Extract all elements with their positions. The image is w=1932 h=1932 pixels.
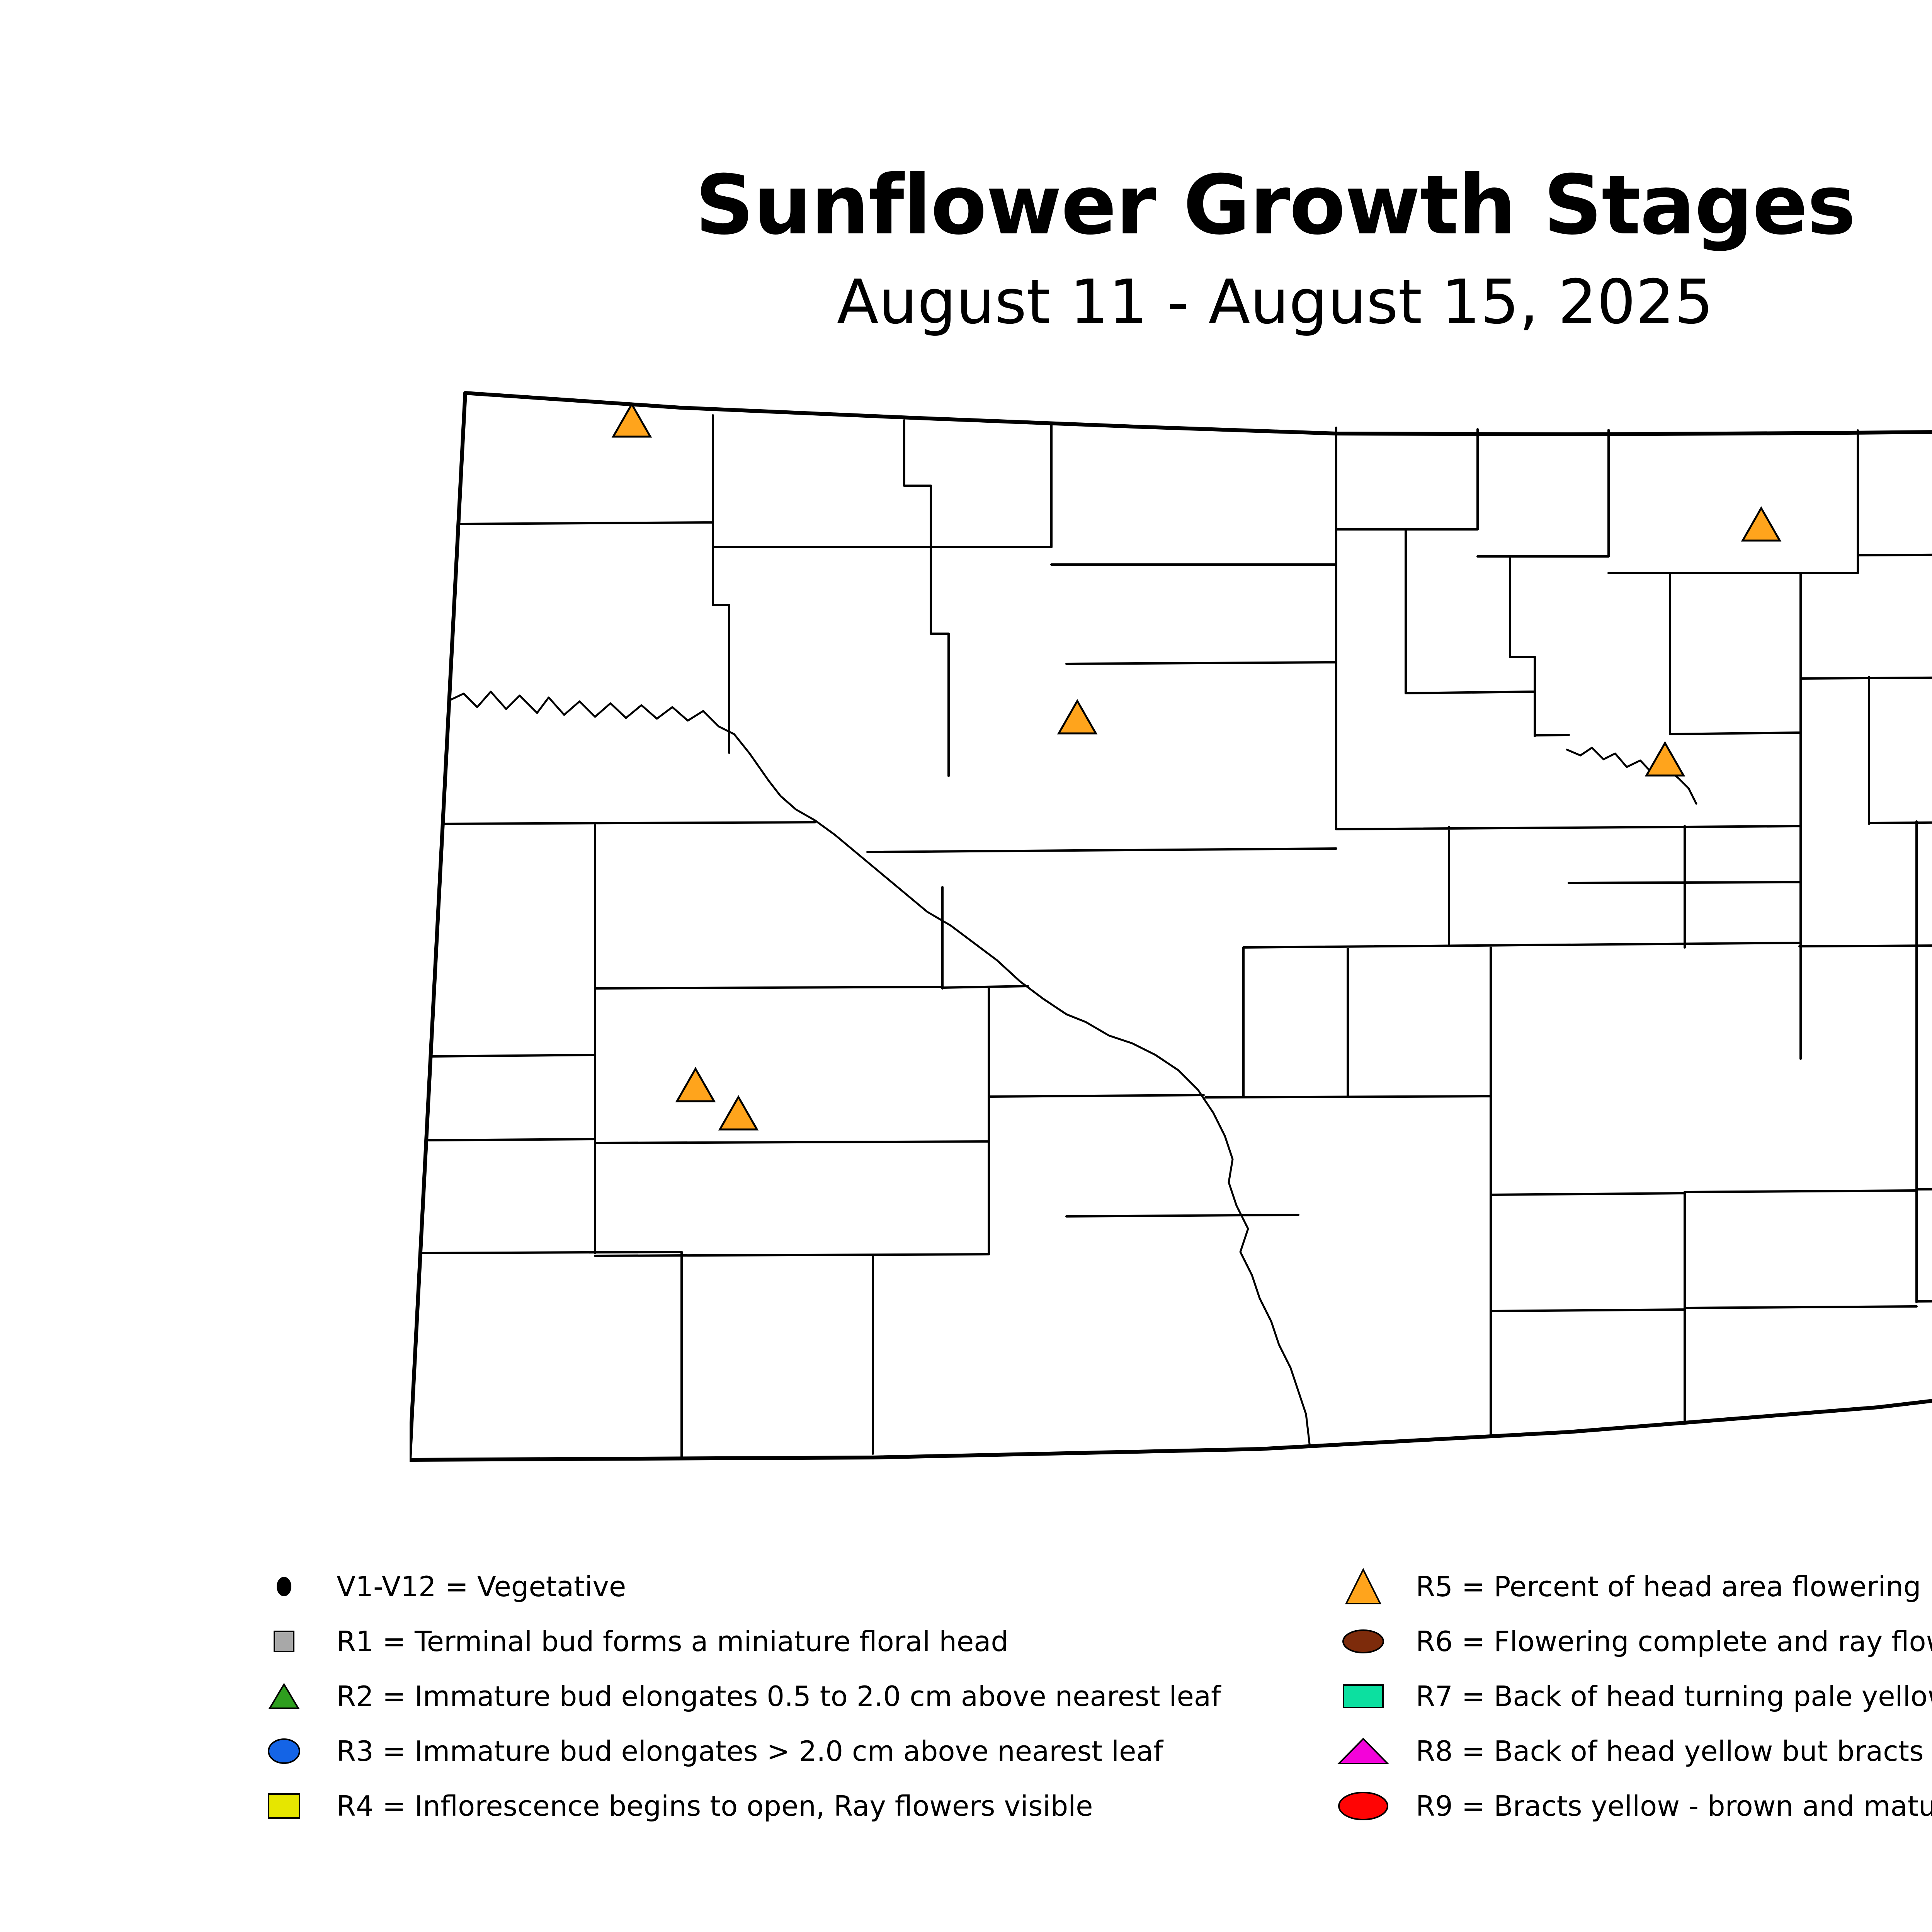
legend-item-r5: R5 = Percent of head area flowering (Ex:…: [1332, 1559, 1932, 1614]
rect-marker-icon: [1343, 1684, 1384, 1708]
north-dakota-county-map: [410, 386, 1932, 1468]
legend-symbol-svg: [268, 1738, 300, 1764]
legend-item-v1-v12: V1-V12 = Vegetative: [253, 1559, 1221, 1614]
legend-item-r9: R9 = Bracts yellow - brown and mature: [1332, 1779, 1932, 1833]
legend-symbol-r3: [253, 1728, 315, 1774]
rect-marker-icon: [268, 1793, 300, 1819]
legend-label-v1-v12: V1-V12 = Vegetative: [337, 1570, 626, 1603]
legend-item-r8: R8 = Back of head yellow but bracts gree…: [1332, 1724, 1932, 1779]
legend-symbol-svg: [1342, 1629, 1384, 1653]
legend-symbol-r4: [253, 1783, 315, 1829]
ellipse-marker-icon: [1342, 1629, 1384, 1653]
map-svg: [410, 391, 1932, 1462]
ellipse-marker-icon: [1338, 1792, 1388, 1820]
legend-symbol-svg: [1338, 1792, 1388, 1820]
r5-map-marker: [611, 402, 652, 438]
legend-label-r7: R7 = Back of head turning pale yellow: [1416, 1680, 1932, 1713]
r5-map-marker: [675, 1066, 716, 1102]
legend-item-r7: R7 = Back of head turning pale yellow: [1332, 1669, 1932, 1724]
legend-label-r8: R8 = Back of head yellow but bracts gree…: [1416, 1735, 1932, 1767]
legend-symbol-r7: [1332, 1673, 1394, 1719]
legend-label-r6: R6 = Flowering complete and ray flowers …: [1416, 1625, 1932, 1658]
legend-label-r9: R9 = Bracts yellow - brown and mature: [1416, 1790, 1932, 1822]
missouri-river-line: [448, 690, 1311, 1448]
map-markers: [611, 402, 1782, 1131]
legend-label-r3: R3 = Immature bud elongates > 2.0 cm abo…: [337, 1735, 1163, 1767]
r5-map-marker: [1741, 506, 1782, 542]
legend-symbol-svg: [268, 1683, 300, 1709]
devils-lake-line: [1566, 747, 1697, 805]
legend-column-left: V1-V12 = Vegetative R1 = Terminal bud for…: [253, 1559, 1221, 1833]
page-title: Sunflower Growth Stages: [695, 157, 1856, 253]
triangle-marker-icon: [1345, 1568, 1382, 1604]
legend-label-r5: R5 = Percent of head area flowering (Ex:…: [1416, 1570, 1932, 1603]
legend-symbol-svg: [268, 1793, 300, 1819]
legend-item-r2: R2 = Immature bud elongates 0.5 to 2.0 c…: [253, 1669, 1221, 1724]
legend-label-r4: R4 = Inflorescence begins to open, Ray f…: [337, 1790, 1093, 1822]
ellipse-marker-icon: [268, 1738, 300, 1764]
legend-symbol-r8: [1332, 1728, 1394, 1774]
legend-symbol-r2: [253, 1673, 315, 1719]
page-subtitle: August 11 - August 15, 2025: [837, 267, 1714, 338]
triangle-marker-icon: [1337, 1738, 1389, 1764]
legend-symbol-svg: [1343, 1684, 1384, 1708]
ellipse-marker-icon: [277, 1577, 291, 1596]
legend-item-r6: R6 = Flowering complete and ray flowers …: [1332, 1614, 1932, 1669]
legend-symbol-svg: [274, 1631, 294, 1652]
legend-symbol-v1-v12: [253, 1563, 315, 1610]
legend-symbol-r9: [1332, 1783, 1394, 1829]
triangle-marker-icon: [268, 1683, 300, 1709]
legend-symbol-svg: [1337, 1738, 1389, 1764]
legend-symbol-svg: [1345, 1568, 1382, 1604]
legend-column-right: R5 = Percent of head area flowering (Ex:…: [1332, 1559, 1932, 1833]
state-outline: [410, 391, 1932, 1462]
r5-map-marker: [1057, 699, 1098, 735]
r5-map-marker: [1645, 741, 1685, 777]
legend-symbol-r1: [253, 1618, 315, 1665]
legend-label-r1: R1 = Terminal bud forms a miniature flor…: [337, 1625, 1009, 1658]
legend-item-r4: R4 = Inflorescence begins to open, Ray f…: [253, 1779, 1221, 1833]
r5-map-marker: [718, 1095, 759, 1131]
legend-symbol-svg: [277, 1577, 291, 1596]
rect-marker-icon: [274, 1631, 294, 1652]
legend-label-r2: R2 = Immature bud elongates 0.5 to 2.0 c…: [337, 1680, 1221, 1713]
legend-item-r3: R3 = Immature bud elongates > 2.0 cm abo…: [253, 1724, 1221, 1779]
legend-symbol-r6: [1332, 1618, 1394, 1665]
county-borders: [419, 414, 1932, 1458]
legend-symbol-r5: [1332, 1563, 1394, 1610]
legend-item-r1: R1 = Terminal bud forms a miniature flor…: [253, 1614, 1221, 1669]
